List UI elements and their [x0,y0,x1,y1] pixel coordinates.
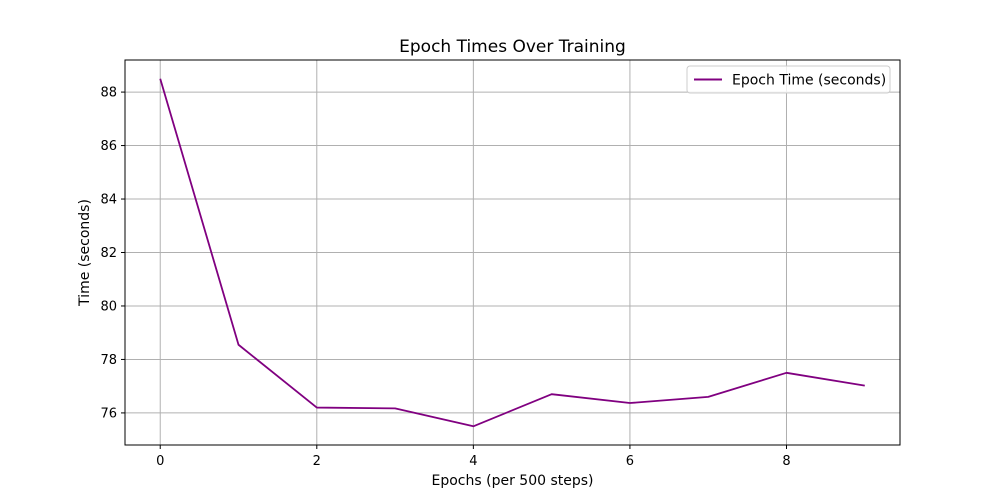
y-axis-title: Time (seconds) [77,199,93,307]
legend: Epoch Time (seconds) [686,65,891,94]
y-tick-label: 84 [100,193,117,208]
legend-box [686,65,891,94]
y-tick-label: 76 [100,406,117,421]
chart-title: Epoch Times Over Training [399,37,626,57]
x-axis-title: Epochs (per 500 steps) [432,473,594,489]
axis-ticks: 0 2 4 6 8 76 78 80 82 84 86 88 [100,86,790,469]
series-layer [159,78,865,428]
x-tick-label: 2 [313,454,321,469]
grid [125,60,900,445]
x-tick-label: 4 [469,454,477,469]
series-line [159,78,865,428]
y-tick-label: 88 [100,86,117,101]
x-tick-label: 6 [626,454,634,469]
x-tick-label: 8 [782,454,790,469]
y-tick-label: 86 [100,139,117,154]
legend-label: Epoch Time (seconds) [732,73,886,89]
x-tick-label: 0 [156,454,164,469]
y-tick-label: 82 [100,246,117,261]
y-tick-label: 78 [100,353,117,368]
y-tick-label: 80 [100,299,117,314]
